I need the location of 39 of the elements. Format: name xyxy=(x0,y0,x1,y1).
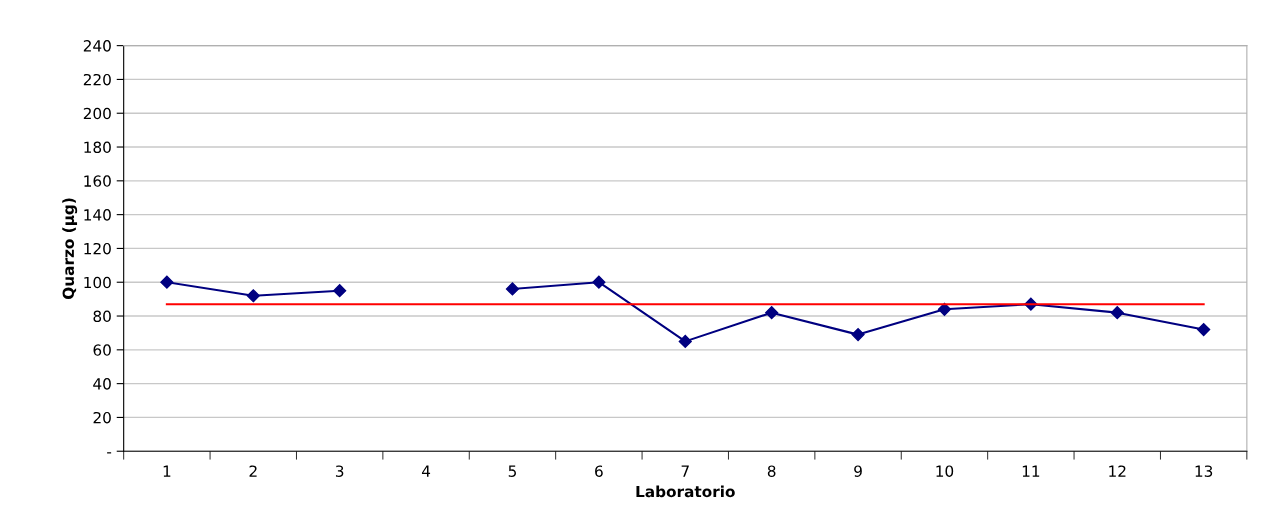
y-tick-label: 180 xyxy=(84,141,111,154)
point xyxy=(592,275,606,289)
y-tick-label: - xyxy=(107,452,112,454)
x-tick-label: 13 xyxy=(1195,465,1213,477)
x-tick-label: 6 xyxy=(595,465,603,477)
point xyxy=(765,306,779,320)
point xyxy=(1110,306,1124,320)
y-tick-label: 240 xyxy=(83,40,111,52)
point xyxy=(246,289,260,303)
x-tick-label: 4 xyxy=(421,465,431,477)
x-tick-label: 3 xyxy=(335,465,344,477)
y-tick-label: 220 xyxy=(83,73,111,86)
x-tick-label: 12 xyxy=(1109,465,1126,477)
y-tick-label: 80 xyxy=(93,310,111,323)
x-tick-label: 7 xyxy=(681,465,689,477)
y-tick-label: 140 xyxy=(84,209,111,221)
x-tick-label: 9 xyxy=(854,465,862,477)
x-tick-label: 5 xyxy=(508,465,516,477)
point xyxy=(937,302,952,316)
y-tick-label: 100 xyxy=(84,276,111,289)
y-axis-title: Quarzo (µg) xyxy=(62,198,78,299)
point xyxy=(678,334,692,348)
point xyxy=(1197,322,1211,337)
y-tick-label: 200 xyxy=(83,107,111,120)
y-tick-label: 60 xyxy=(93,344,111,356)
x-tick-label: 11 xyxy=(1022,465,1040,477)
y-tick-label: 20 xyxy=(93,411,111,424)
x-axis-title: Laboratorio xyxy=(636,485,735,498)
point xyxy=(333,284,347,298)
point xyxy=(851,328,865,342)
y-tick-label: 40 xyxy=(93,378,111,390)
y-tick-label: 160 xyxy=(84,175,111,187)
point xyxy=(505,282,520,296)
x-tick-label: 2 xyxy=(249,465,257,477)
x-tick-label: 10 xyxy=(936,465,954,477)
x-tick-label: 8 xyxy=(767,465,776,477)
point xyxy=(160,275,174,289)
x-tick-label: 1 xyxy=(163,465,171,477)
y-tick-label: 120 xyxy=(84,242,111,255)
